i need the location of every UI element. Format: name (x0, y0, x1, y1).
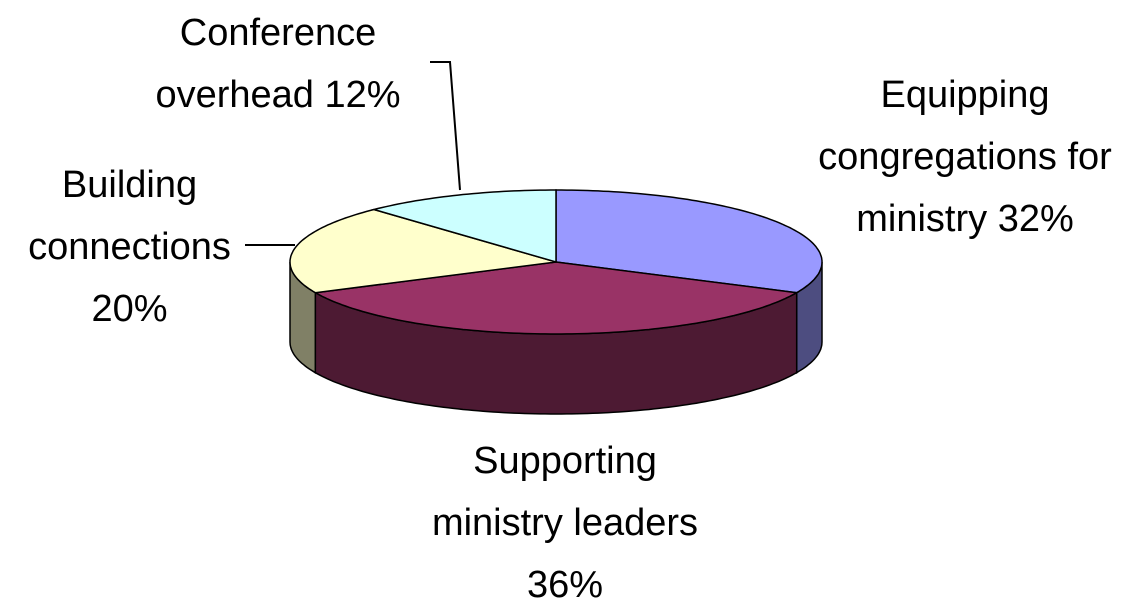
leader-line (430, 61, 461, 191)
slice-top (312, 261, 800, 335)
pie-slice (555, 189, 823, 375)
value-label: 32% (997, 198, 1074, 240)
value-label: 12% (324, 74, 401, 116)
slice-label: Conference overhead 12% (128, 2, 428, 126)
slice-top (555, 189, 823, 294)
pie-slice (312, 261, 800, 415)
category-label: Equipping congregations for ministry (818, 74, 1112, 240)
value-label: 20% (91, 288, 168, 330)
pie-slice (289, 208, 557, 375)
slice-label: Supporting ministry leaders 36% (405, 430, 725, 600)
category-label: Conference overhead (155, 12, 377, 116)
slice-top (371, 189, 557, 263)
pie-slice (371, 189, 557, 263)
value-label: 36% (526, 564, 604, 600)
slice-label: Building connections 20% (12, 154, 247, 340)
slice-top (289, 208, 557, 294)
slice-label: Equipping congregations for ministry 32% (795, 64, 1135, 250)
slices (289, 189, 823, 415)
category-label: Building connections (28, 164, 231, 268)
category-label: Supporting ministry leaders (431, 440, 699, 544)
